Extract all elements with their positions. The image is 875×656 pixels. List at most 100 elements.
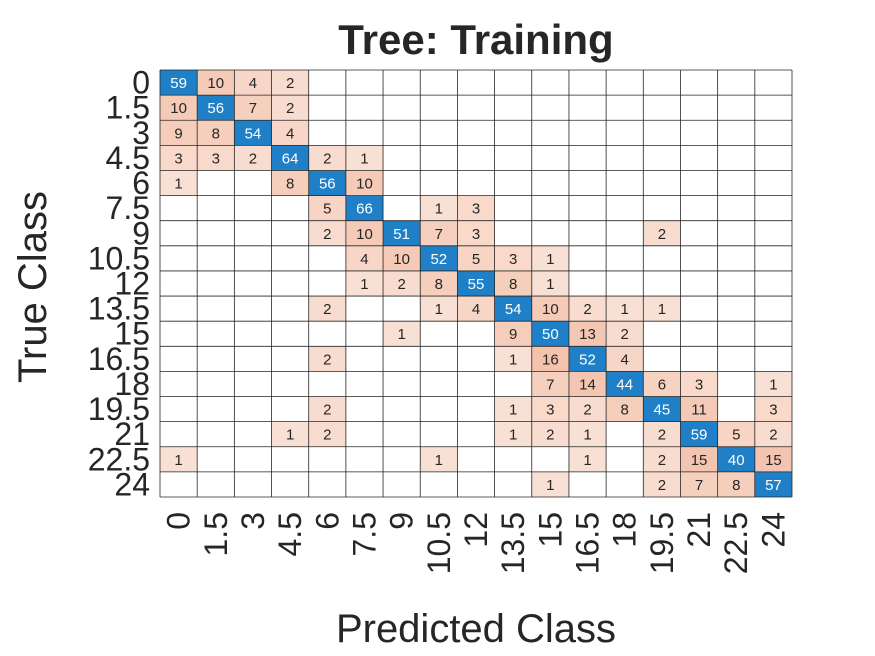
matrix-cell-16-10	[531, 471, 569, 497]
cell-value-12-13: 6	[658, 376, 666, 393]
matrix-cell-1-12	[606, 95, 644, 121]
matrix-cell-11-2	[234, 346, 272, 372]
matrix-cell-15-15	[717, 446, 755, 472]
matrix-cell-15-7	[420, 446, 458, 472]
matrix-cell-1-14	[680, 95, 718, 121]
cell-value-9-10: 10	[542, 301, 559, 318]
matrix-cell-5-14	[680, 195, 718, 221]
x-tick-12: 18	[607, 512, 643, 548]
x-tick-0: 0	[161, 512, 197, 530]
y-tick-4: 6	[132, 165, 150, 201]
y-tick-9: 13.5	[88, 291, 150, 327]
cell-value-13-10: 3	[546, 402, 554, 419]
y-tick-0: 0	[132, 65, 150, 101]
matrix-cell-8-7	[420, 270, 458, 297]
cell-value-14-3: 1	[286, 427, 294, 444]
matrix-cell-3-12	[606, 145, 644, 171]
matrix-cell-14-6	[383, 421, 421, 447]
matrix-cell-13-12	[606, 396, 644, 422]
matrix-cell-13-3	[271, 396, 309, 422]
matrix-cell-9-1	[197, 296, 235, 322]
matrix-cell-2-12	[606, 120, 644, 146]
matrix-cell-9-4	[308, 296, 346, 322]
matrix-cell-4-3	[271, 170, 309, 196]
matrix-cell-11-10	[531, 346, 569, 372]
matrix-cell-2-11	[568, 120, 607, 146]
cell-value-16-13: 2	[658, 477, 666, 494]
matrix-cell-10-10	[531, 321, 569, 347]
matrix-cell-6-5	[345, 220, 384, 246]
cell-value-15-15: 40	[728, 452, 745, 469]
cell-value-6-8: 3	[472, 226, 480, 243]
cell-value-15-16: 15	[765, 452, 782, 469]
cell-value-12-14: 3	[695, 376, 703, 393]
matrix-cell-9-16	[754, 296, 792, 322]
matrix-cell-11-0	[160, 346, 198, 372]
matrix-cell-14-9	[494, 421, 532, 447]
cell-value-13-9: 1	[509, 402, 517, 419]
matrix-cell-3-10	[531, 145, 569, 171]
matrix-cell-0-12	[606, 70, 644, 96]
matrix-cell-4-1	[197, 170, 235, 196]
matrix-cell-7-16	[754, 245, 792, 271]
cell-value-6-6: 51	[393, 226, 410, 243]
matrix-cell-13-16	[754, 396, 792, 422]
matrix-cell-2-13	[643, 120, 681, 146]
matrix-cell-9-12	[606, 296, 644, 322]
matrix-cell-7-1	[197, 245, 235, 271]
matrix-cell-5-2	[234, 195, 272, 221]
matrix-cell-7-4	[308, 245, 346, 271]
cell-value-13-14: 11	[691, 402, 707, 419]
matrix-cell-8-15	[717, 270, 755, 297]
cell-value-12-16: 1	[769, 376, 777, 393]
matrix-cell-14-1	[197, 421, 235, 447]
matrix-cells: 59 10 4 210 56 7 29 8 54 43 3 2 64 2 11 8 56 105 66 1 32 10 51…	[160, 70, 792, 497]
matrix-cell-8-13	[643, 270, 681, 297]
matrix-cell-1-1	[197, 95, 235, 121]
matrix-cell-2-8	[457, 120, 495, 146]
matrix-cell-6-13	[643, 220, 681, 246]
matrix-cell-4-9	[494, 170, 532, 196]
matrix-cell-13-1	[197, 396, 235, 422]
matrix-cell-12-15	[717, 371, 755, 397]
matrix-cell-16-15	[717, 471, 755, 497]
matrix-cell-12-0	[160, 371, 198, 397]
cell-value-1-0: 10	[170, 100, 187, 117]
matrix-cell-5-16	[754, 195, 792, 221]
matrix-cell-10-8	[457, 321, 495, 347]
matrix-cell-11-14	[680, 346, 718, 372]
matrix-cell-11-12	[606, 346, 644, 372]
cell-value-15-7: 1	[435, 452, 443, 469]
matrix-cell-9-8	[457, 296, 495, 322]
matrix-cell-10-0	[160, 321, 198, 347]
matrix-cell-6-8	[457, 220, 495, 246]
matrix-cell-12-9	[494, 371, 532, 397]
matrix-cell-5-5	[345, 195, 384, 221]
matrix-cell-14-3	[271, 421, 309, 447]
matrix-cell-16-1	[197, 471, 235, 497]
matrix-cell-14-13	[643, 421, 681, 447]
cell-value-11-12: 4	[621, 351, 629, 368]
matrix-cell-12-12	[606, 371, 644, 397]
matrix-cell-10-12	[606, 321, 644, 347]
cell-value-3-3: 64	[282, 150, 299, 167]
x-tick-9: 13.5	[495, 512, 531, 574]
matrix-cell-8-3	[271, 270, 309, 297]
cell-value-15-14: 15	[691, 452, 708, 469]
cell-value-10-9: 9	[509, 326, 517, 343]
matrix-cell-0-0	[160, 70, 198, 96]
matrix-cell-0-3	[271, 70, 309, 96]
matrix-cell-0-14	[680, 70, 718, 96]
cell-value-16-10: 1	[546, 477, 554, 494]
matrix-cell-6-9	[494, 220, 532, 246]
matrix-cell-15-11	[568, 446, 607, 472]
cell-value-15-11: 1	[583, 452, 591, 469]
matrix-cell-12-7	[420, 371, 458, 397]
matrix-cell-2-10	[531, 120, 569, 146]
matrix-cell-12-10	[531, 371, 569, 397]
matrix-cell-4-12	[606, 170, 644, 196]
matrix-cell-8-6	[383, 270, 421, 297]
x-tick-7: 10.5	[421, 512, 457, 574]
cell-value-7-7: 52	[430, 251, 447, 268]
